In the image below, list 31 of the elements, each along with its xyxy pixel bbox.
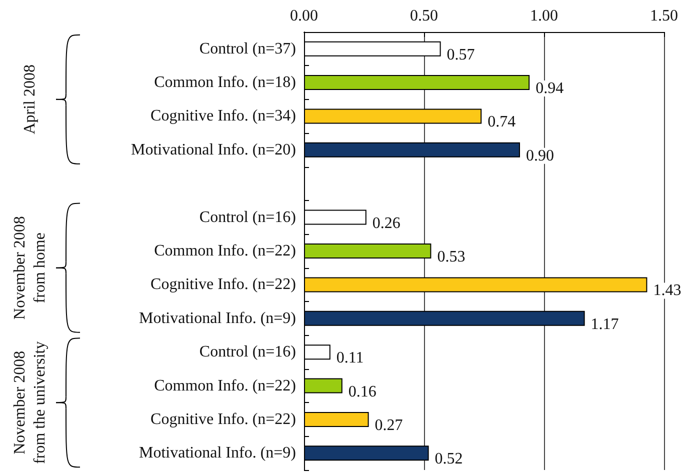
y-tick-label: Motivational Info. (n=20) [131, 141, 296, 158]
data-label: 0.27 [374, 416, 403, 434]
text: April 2008 [22, 64, 38, 134]
y-tick-label: Common Info. (n=22) [154, 242, 296, 260]
text: November 2008 from home [12, 216, 48, 320]
data-label: 0.11 [336, 350, 364, 367]
y-tick-label: Motivational Info. (n=9) [139, 444, 296, 462]
y-tick-label: Cognitive Info. (n=22) [150, 410, 296, 428]
text: November 2008 from the university [12, 341, 48, 464]
y-tick-label: Control (n=16) [199, 208, 296, 226]
data-label: 1.43 [653, 282, 682, 300]
y-tick-label: Control (n=37) [199, 40, 296, 58]
data-label: 0.90 [526, 147, 554, 164]
data-label: 0.74 [488, 114, 516, 131]
x-tick-label: 0.00 [290, 8, 318, 24]
data-label: 0.26 [372, 214, 400, 232]
y-tick-label: Cognitive Info. (n=22) [150, 276, 296, 294]
x-tick-label: 0.50 [410, 8, 438, 24]
y-tick-label: Common Info. (n=18) [154, 74, 296, 92]
y-tick-label: Motivational Info. (n=9) [139, 310, 296, 327]
y-tick-label: Common Info. (n=22) [154, 377, 296, 394]
x-tick-label: 1.50 [650, 8, 678, 24]
y-tick-label: Control (n=16) [199, 344, 296, 361]
data-label: 0.52 [434, 450, 463, 468]
data-label: 0.94 [536, 80, 564, 98]
x-tick-label: 1.00 [530, 8, 558, 24]
y-tick-label: Cognitive Info. (n=34) [150, 108, 296, 125]
data-label: 0.57 [446, 46, 475, 64]
data-label: 0.53 [437, 248, 466, 266]
data-label: 0.16 [348, 383, 376, 400]
data-label: 1.17 [590, 316, 619, 333]
